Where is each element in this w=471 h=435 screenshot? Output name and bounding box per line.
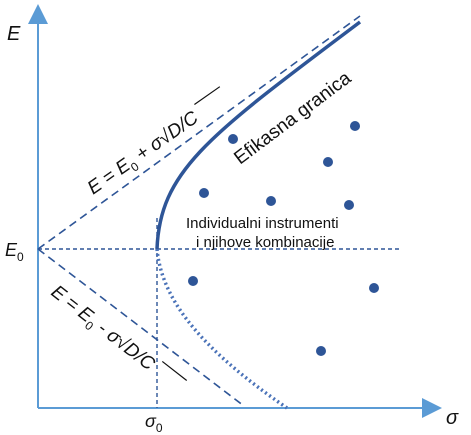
portfolio-point bbox=[266, 196, 276, 206]
region-label-line1: Individualni instrumenti bbox=[186, 215, 339, 232]
portfolio-point bbox=[323, 157, 333, 167]
sigma0-tick-label: σ0 bbox=[145, 411, 163, 435]
portfolio-point bbox=[228, 134, 238, 144]
portfolio-point bbox=[344, 200, 354, 210]
y-axis-label: E bbox=[7, 23, 21, 45]
portfolio-point bbox=[316, 346, 326, 356]
region-label-line2: i njihove kombinacije bbox=[196, 234, 334, 251]
lower-frontier-curve bbox=[155, 248, 288, 410]
lower-tangent-line bbox=[37, 248, 245, 407]
portfolio-point bbox=[350, 121, 360, 131]
svg-text:E = E0 - σ√D/C: E = E0 - σ√D/C bbox=[45, 281, 159, 377]
svg-text:E = E0 + σ√D/C: E = E0 + σ√D/C bbox=[84, 107, 204, 201]
upper-tangent-line bbox=[37, 15, 361, 250]
portfolio-points bbox=[188, 121, 379, 356]
upper-root-bar bbox=[194, 86, 221, 105]
lower-root-bar bbox=[161, 360, 188, 381]
lower-line-equation: E = E0 - σ√D/C bbox=[45, 281, 188, 381]
efficient-frontier-curve bbox=[155, 20, 362, 250]
e0-tick-label: E0 bbox=[5, 240, 24, 264]
portfolio-point bbox=[369, 283, 379, 293]
x-axis-label: σ bbox=[446, 407, 459, 429]
portfolio-point bbox=[188, 276, 198, 286]
frontier-label: Efikasna granica bbox=[230, 67, 355, 169]
upper-line-equation: E = E0 + σ√D/C bbox=[84, 86, 221, 201]
portfolio-point bbox=[199, 188, 209, 198]
